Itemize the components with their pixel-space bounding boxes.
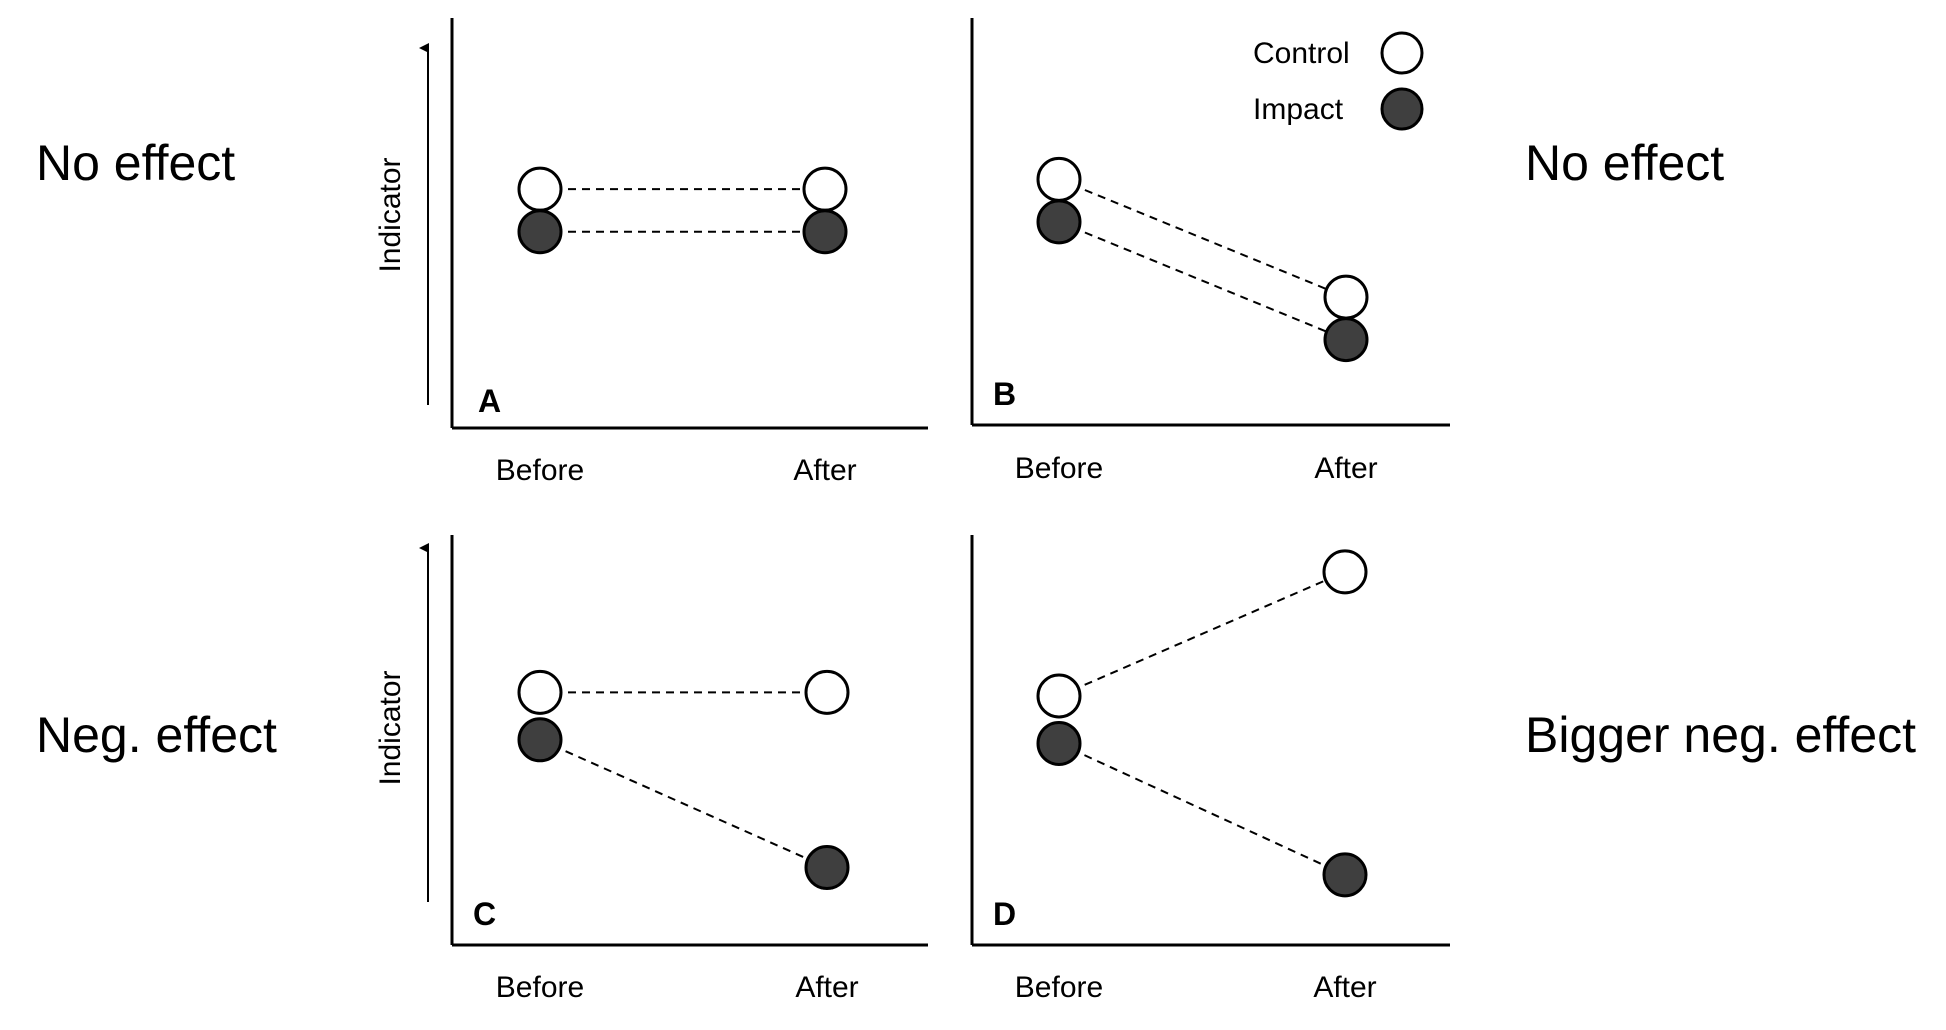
panel-b: Before After B [970,18,1450,485]
panel-c-tick-before: Before [496,971,584,1004]
panel-c-control-point-after [804,669,850,715]
panel-a-ylabel: Indicator [374,157,407,272]
side-label-a: No effect [36,135,235,191]
panel-c-impact-point-after [804,845,850,891]
panel-b-letter: B [993,376,1016,412]
legend-impact-label: Impact [1253,93,1344,126]
panel-b-tick-after: After [1314,452,1377,485]
panel-a-control-point-after [802,166,848,212]
panels: Indicator Before After A Before After B Indicat… [374,18,1450,1004]
panel-c: Indicator Before After C [374,535,928,1004]
panel-b-impact-point-before [1036,199,1082,245]
panel-a-control-point-before [517,166,563,212]
panel-d-tick-after: After [1313,971,1376,1004]
panel-a-impact-point-after [802,209,848,255]
panel-b-control-point-after [1323,274,1369,320]
panel-b-impact-point-after [1323,317,1369,363]
panel-a-tick-before: Before [496,454,584,487]
side-label-b: No effect [1525,135,1724,191]
panel-b-control-point-before [1036,156,1082,202]
panel-d-letter: D [993,896,1016,932]
legend-control-marker [1380,31,1424,75]
side-label-c: Neg. effect [36,707,277,763]
panel-d-control-point-after [1322,549,1368,595]
panel-a: Indicator Before After A [374,18,928,487]
panel-d-impact-line [1058,742,1346,876]
panel-b-impact-line [1058,220,1347,341]
panel-d-control-line [1058,570,1346,697]
panel-d-impact-point-after [1322,852,1368,898]
panel-a-impact-point-before [517,209,563,255]
panel-c-control-point-before [517,669,563,715]
panel-b-control-line [1058,178,1347,299]
panel-a-letter: A [478,383,501,419]
panel-d-control-point-before [1036,673,1082,719]
panel-c-tick-after: After [795,971,858,1004]
legend-impact-marker [1380,87,1424,131]
legend: Control Impact [1253,31,1424,131]
panel-c-impact-point-before [517,717,563,763]
panel-d-impact-point-before [1036,720,1082,766]
panel-d: Before After D [970,535,1450,1004]
panel-c-impact-line [539,738,828,869]
legend-control-label: Control [1253,37,1350,70]
panel-a-tick-after: After [793,454,856,487]
side-label-d: Bigger neg. effect [1525,707,1916,763]
panel-c-letter: C [473,896,496,932]
panel-c-ylabel: Indicator [374,670,407,785]
panel-b-tick-before: Before [1015,452,1103,485]
panel-d-tick-before: Before [1015,971,1103,1004]
